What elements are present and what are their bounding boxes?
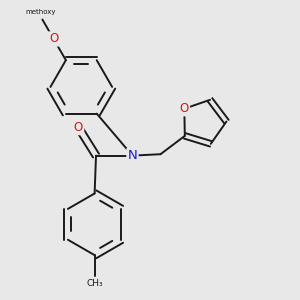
- Text: CH₃: CH₃: [86, 279, 103, 288]
- Text: O: O: [180, 102, 189, 115]
- Text: O: O: [49, 32, 58, 45]
- Text: N: N: [128, 149, 137, 162]
- Text: methoxy: methoxy: [26, 9, 56, 15]
- Text: O: O: [74, 121, 83, 134]
